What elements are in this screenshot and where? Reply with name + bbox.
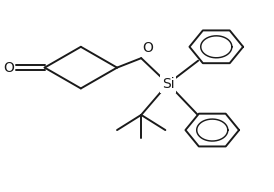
Text: Si: Si [162, 77, 174, 91]
Text: O: O [4, 61, 14, 75]
Text: O: O [142, 41, 153, 55]
